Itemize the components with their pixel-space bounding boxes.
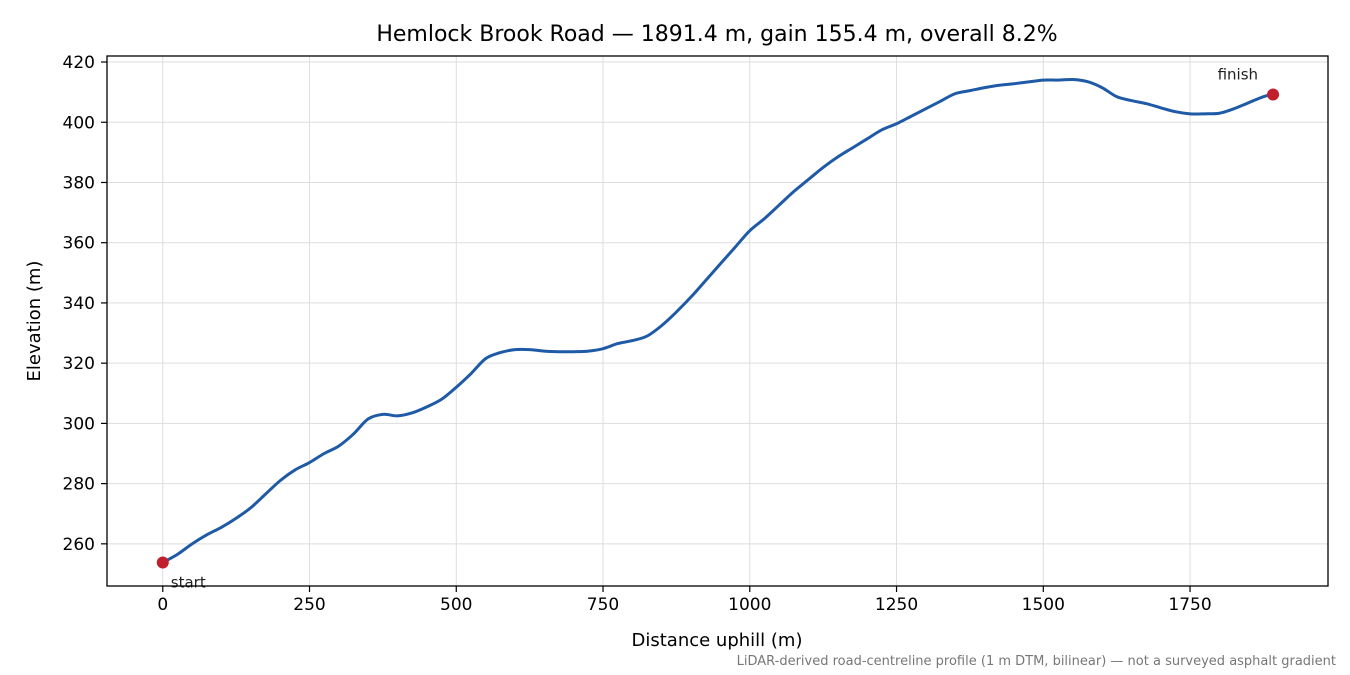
x-tick-label: 0	[157, 595, 168, 615]
y-tick-label: 360	[63, 234, 95, 254]
y-tick-label: 380	[63, 173, 95, 193]
y-tick-label: 260	[63, 535, 95, 555]
y-tick-label: 280	[63, 475, 95, 495]
chart-title: Hemlock Brook Road — 1891.4 m, gain 155.…	[376, 22, 1057, 47]
marker-layer: start finish	[156, 66, 1280, 592]
x-tick-label: 1500	[1022, 595, 1065, 615]
y-axis-label: Elevation (m)	[24, 261, 45, 382]
x-tick-label: 250	[293, 595, 325, 615]
x-tick-label: 1750	[1168, 595, 1211, 615]
grid-layer	[107, 56, 1328, 586]
x-tick-label: 500	[440, 595, 472, 615]
y-tick-label: 300	[63, 414, 95, 434]
finish-label: finish	[1218, 66, 1258, 84]
start-marker	[156, 556, 169, 569]
y-tick-label: 320	[63, 354, 95, 374]
footnote: LiDAR-derived road-centreline profile (1…	[737, 654, 1336, 669]
tick-layer: 0 250 500 750 1000 1250 1500 1750 260 280 300 320 34…	[63, 53, 1212, 615]
y-tick-label: 420	[63, 53, 95, 73]
plot-frame	[106, 55, 1329, 587]
x-axis-label: Distance uphill (m)	[632, 630, 803, 651]
finish-marker	[1267, 88, 1280, 101]
elevation-line	[161, 77, 1275, 565]
start-label: start	[171, 574, 206, 592]
x-tick-label: 750	[587, 595, 619, 615]
y-tick-label: 400	[63, 113, 95, 133]
line-layer	[161, 77, 1275, 565]
x-tick-label: 1000	[728, 595, 771, 615]
y-tick-label: 340	[63, 294, 95, 314]
x-tick-label: 1250	[875, 595, 918, 615]
